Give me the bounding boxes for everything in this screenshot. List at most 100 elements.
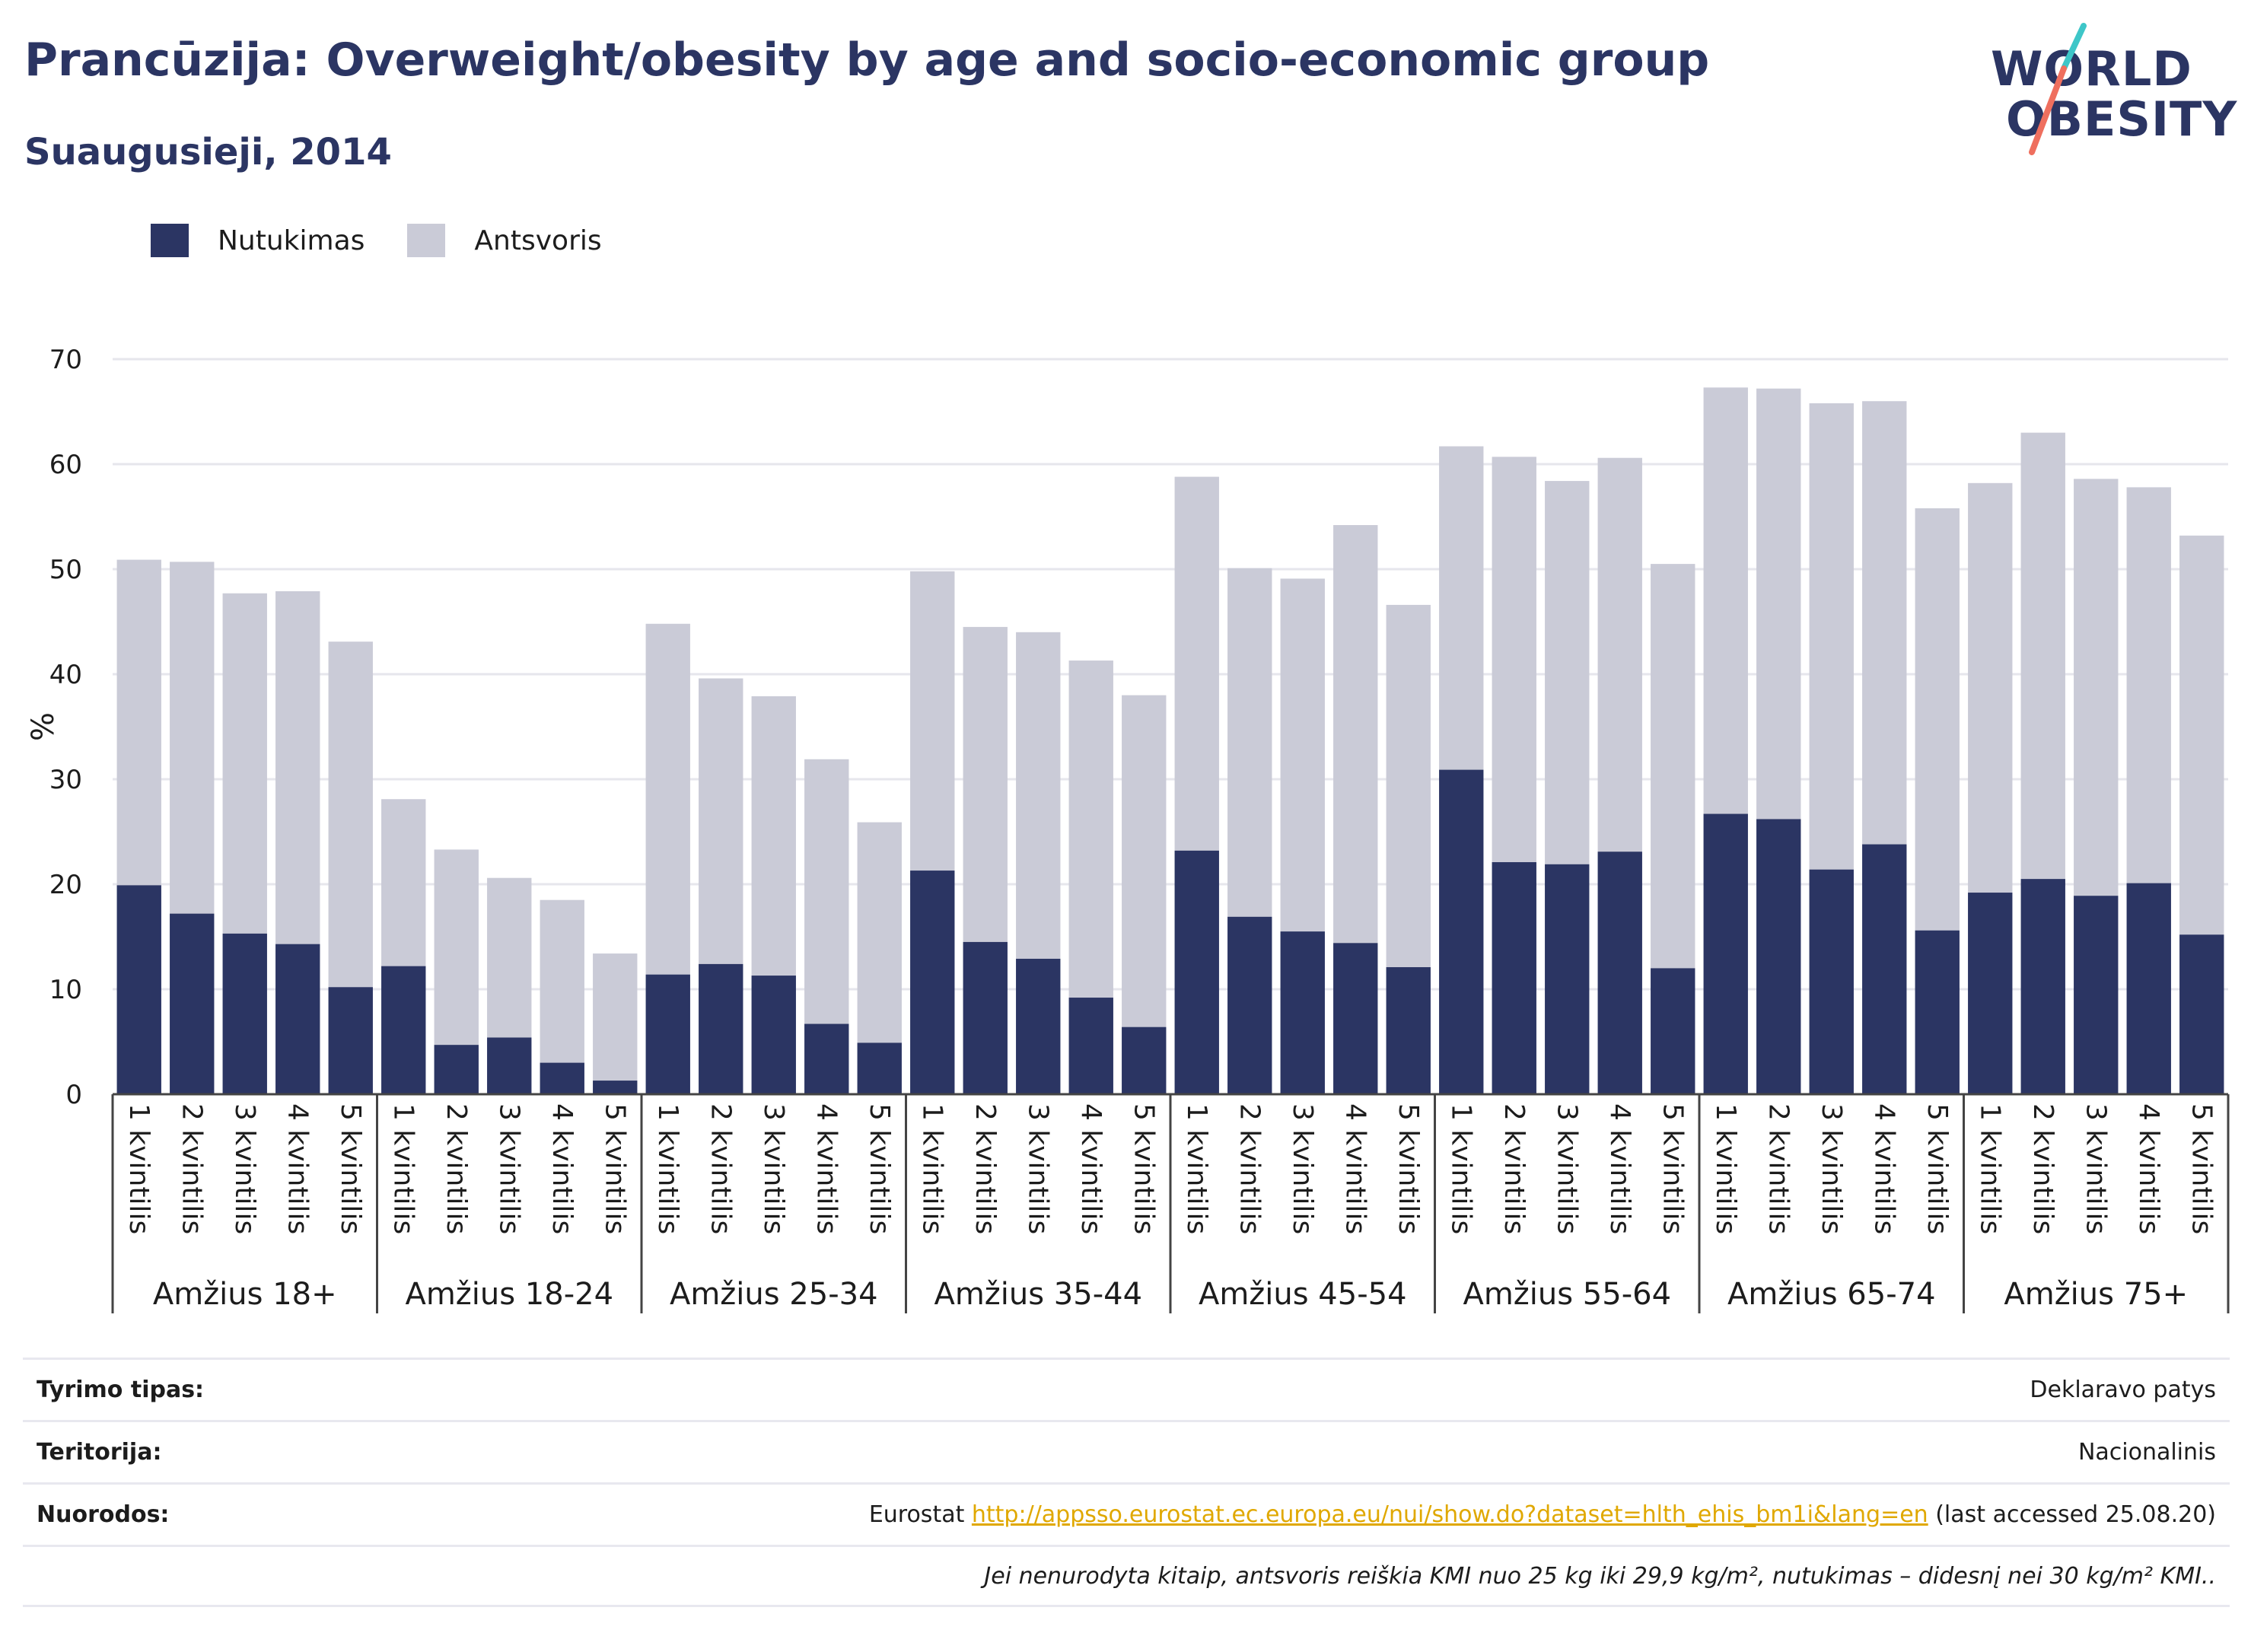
bar-obesity xyxy=(1227,916,1272,1094)
x-tick-label: 4 kvintilis xyxy=(1604,1103,1635,1234)
bar-overweight xyxy=(222,593,267,934)
x-tick-label: 5 kvintilis xyxy=(1657,1103,1688,1234)
bar-overweight xyxy=(910,571,955,871)
footer-value: Eurostat http://appsso.eurostat.ec.europ… xyxy=(869,1501,2216,1528)
bar-overweight xyxy=(1227,568,1272,917)
group-label: Amžius 18+ xyxy=(153,1277,337,1312)
x-tick-label: 3 kvintilis xyxy=(493,1103,524,1234)
x-tick-label: 4 kvintilis xyxy=(1075,1103,1106,1234)
bar-obesity xyxy=(328,987,373,1094)
y-tick-label: 60 xyxy=(49,450,82,480)
group-label: Amžius 35-44 xyxy=(934,1277,1142,1312)
bar-overweight xyxy=(1122,695,1167,1027)
group-label: Amžius 45-54 xyxy=(1199,1277,1407,1312)
footer-label: Tyrimo tipas: xyxy=(37,1377,205,1403)
bar-overweight xyxy=(381,799,426,966)
bar-overweight xyxy=(487,877,532,1038)
bar-obesity xyxy=(2074,896,2119,1094)
x-tick-label: 2 kvintilis xyxy=(2027,1103,2058,1234)
bar-overweight xyxy=(857,822,902,1043)
bar-obesity xyxy=(1439,769,1484,1094)
x-tick-label: 4 kvintilis xyxy=(1339,1103,1371,1234)
chart-subtitle: Suaugusieji, 2014 xyxy=(24,131,392,173)
bar-overweight xyxy=(1174,476,1219,851)
bar-obesity xyxy=(116,885,161,1094)
bar-obesity xyxy=(1333,943,1378,1094)
x-tick-label: 3 kvintilis xyxy=(758,1103,789,1234)
bar-obesity xyxy=(275,944,320,1094)
x-tick-label: 1 kvintilis xyxy=(916,1103,947,1234)
x-tick-label: 1 kvintilis xyxy=(1710,1103,1741,1234)
bar-obesity xyxy=(381,966,426,1094)
bar-overweight xyxy=(1597,457,1642,852)
bar-overweight xyxy=(1386,604,1431,968)
x-tick-label: 1 kvintilis xyxy=(1181,1103,1212,1234)
footer-row-references: Nuorodos: Eurostat http://appsso.eurosta… xyxy=(23,1482,2230,1545)
bar-obesity xyxy=(1862,844,1907,1094)
x-tick-label: 4 kvintilis xyxy=(1868,1103,1899,1234)
x-tick-label: 3 kvintilis xyxy=(1022,1103,1053,1234)
bar-overweight xyxy=(1439,446,1484,770)
bar-overweight xyxy=(1280,578,1325,932)
bar-obesity xyxy=(1545,864,1590,1094)
bar-obesity xyxy=(1174,850,1219,1094)
footer-value: Deklaravo patys xyxy=(2030,1377,2216,1403)
bar-overweight xyxy=(1756,388,1801,820)
bar-obesity xyxy=(1016,958,1061,1094)
bar-overweight xyxy=(2020,432,2065,880)
definition-note: Jei nenurodyta kitaip, antsvoris reiškia… xyxy=(984,1562,2216,1590)
x-tick-label: 4 kvintilis xyxy=(282,1103,313,1234)
bar-overweight xyxy=(1492,457,1536,863)
bar-obesity xyxy=(699,963,743,1094)
bar-obesity xyxy=(645,974,690,1094)
legend-label-overweight: Antsvoris xyxy=(474,224,602,256)
x-tick-label: 1 kvintilis xyxy=(652,1103,683,1234)
bar-overweight xyxy=(593,953,638,1081)
x-tick-label: 3 kvintilis xyxy=(1551,1103,1582,1234)
bar-overweight xyxy=(1968,482,2013,893)
x-tick-label: 2 kvintilis xyxy=(441,1103,472,1234)
bar-overweight xyxy=(434,849,479,1046)
group-label: Amžius 75+ xyxy=(2004,1277,2188,1312)
bar-obesity xyxy=(1492,862,1536,1094)
bar-obesity xyxy=(487,1037,532,1094)
eurostat-link[interactable]: http://appsso.eurostat.ec.europa.eu/nui/… xyxy=(971,1501,1928,1528)
y-tick-label: 40 xyxy=(49,660,82,690)
x-tick-label: 2 kvintilis xyxy=(176,1103,207,1234)
bar-overweight xyxy=(328,641,373,988)
legend-item-obesity[interactable]: Nutukimas xyxy=(151,224,365,257)
x-tick-label: 1 kvintilis xyxy=(387,1103,419,1234)
bar-obesity xyxy=(804,1023,849,1094)
legend-item-overweight[interactable]: Antsvoris xyxy=(407,224,602,257)
legend-label-obesity: Nutukimas xyxy=(218,224,365,256)
legend-swatch-overweight xyxy=(407,224,446,257)
bar-obesity xyxy=(1122,1027,1167,1094)
y-tick-label: 50 xyxy=(49,555,82,585)
bar-overweight xyxy=(963,626,1008,942)
bar-obesity xyxy=(1968,893,2013,1094)
bar-obesity xyxy=(1386,967,1431,1094)
bar-obesity xyxy=(2020,879,2065,1094)
footer-row-territory: Teritorija: Nacionalinis xyxy=(23,1420,2230,1482)
footer-row-survey-type: Tyrimo tipas: Deklaravo patys xyxy=(23,1358,2230,1420)
bar-obesity xyxy=(2179,934,2224,1094)
bar-overweight xyxy=(170,562,215,914)
bar-overweight xyxy=(540,899,584,1063)
bar-overweight xyxy=(1809,403,1854,870)
x-tick-label: 3 kvintilis xyxy=(1816,1103,1847,1234)
bar-obesity xyxy=(593,1081,638,1094)
x-tick-label: 2 kvintilis xyxy=(1762,1103,1794,1234)
logo-slash-icon xyxy=(2029,23,2087,155)
bar-overweight xyxy=(699,678,743,964)
bar-overweight xyxy=(2179,535,2224,935)
footer-label: Nuorodos: xyxy=(37,1501,170,1528)
bar-overweight xyxy=(804,759,849,1024)
x-tick-label: 2 kvintilis xyxy=(1234,1103,1265,1234)
footer-table: Tyrimo tipas: Deklaravo patys Teritorija… xyxy=(23,1358,2230,1607)
bar-overweight xyxy=(116,559,161,886)
x-tick-label: 4 kvintilis xyxy=(546,1103,578,1234)
x-tick-label: 3 kvintilis xyxy=(229,1103,260,1234)
legend-swatch-obesity xyxy=(151,224,189,257)
y-tick-label: 10 xyxy=(49,975,82,1005)
bar-obesity xyxy=(1651,968,1695,1094)
